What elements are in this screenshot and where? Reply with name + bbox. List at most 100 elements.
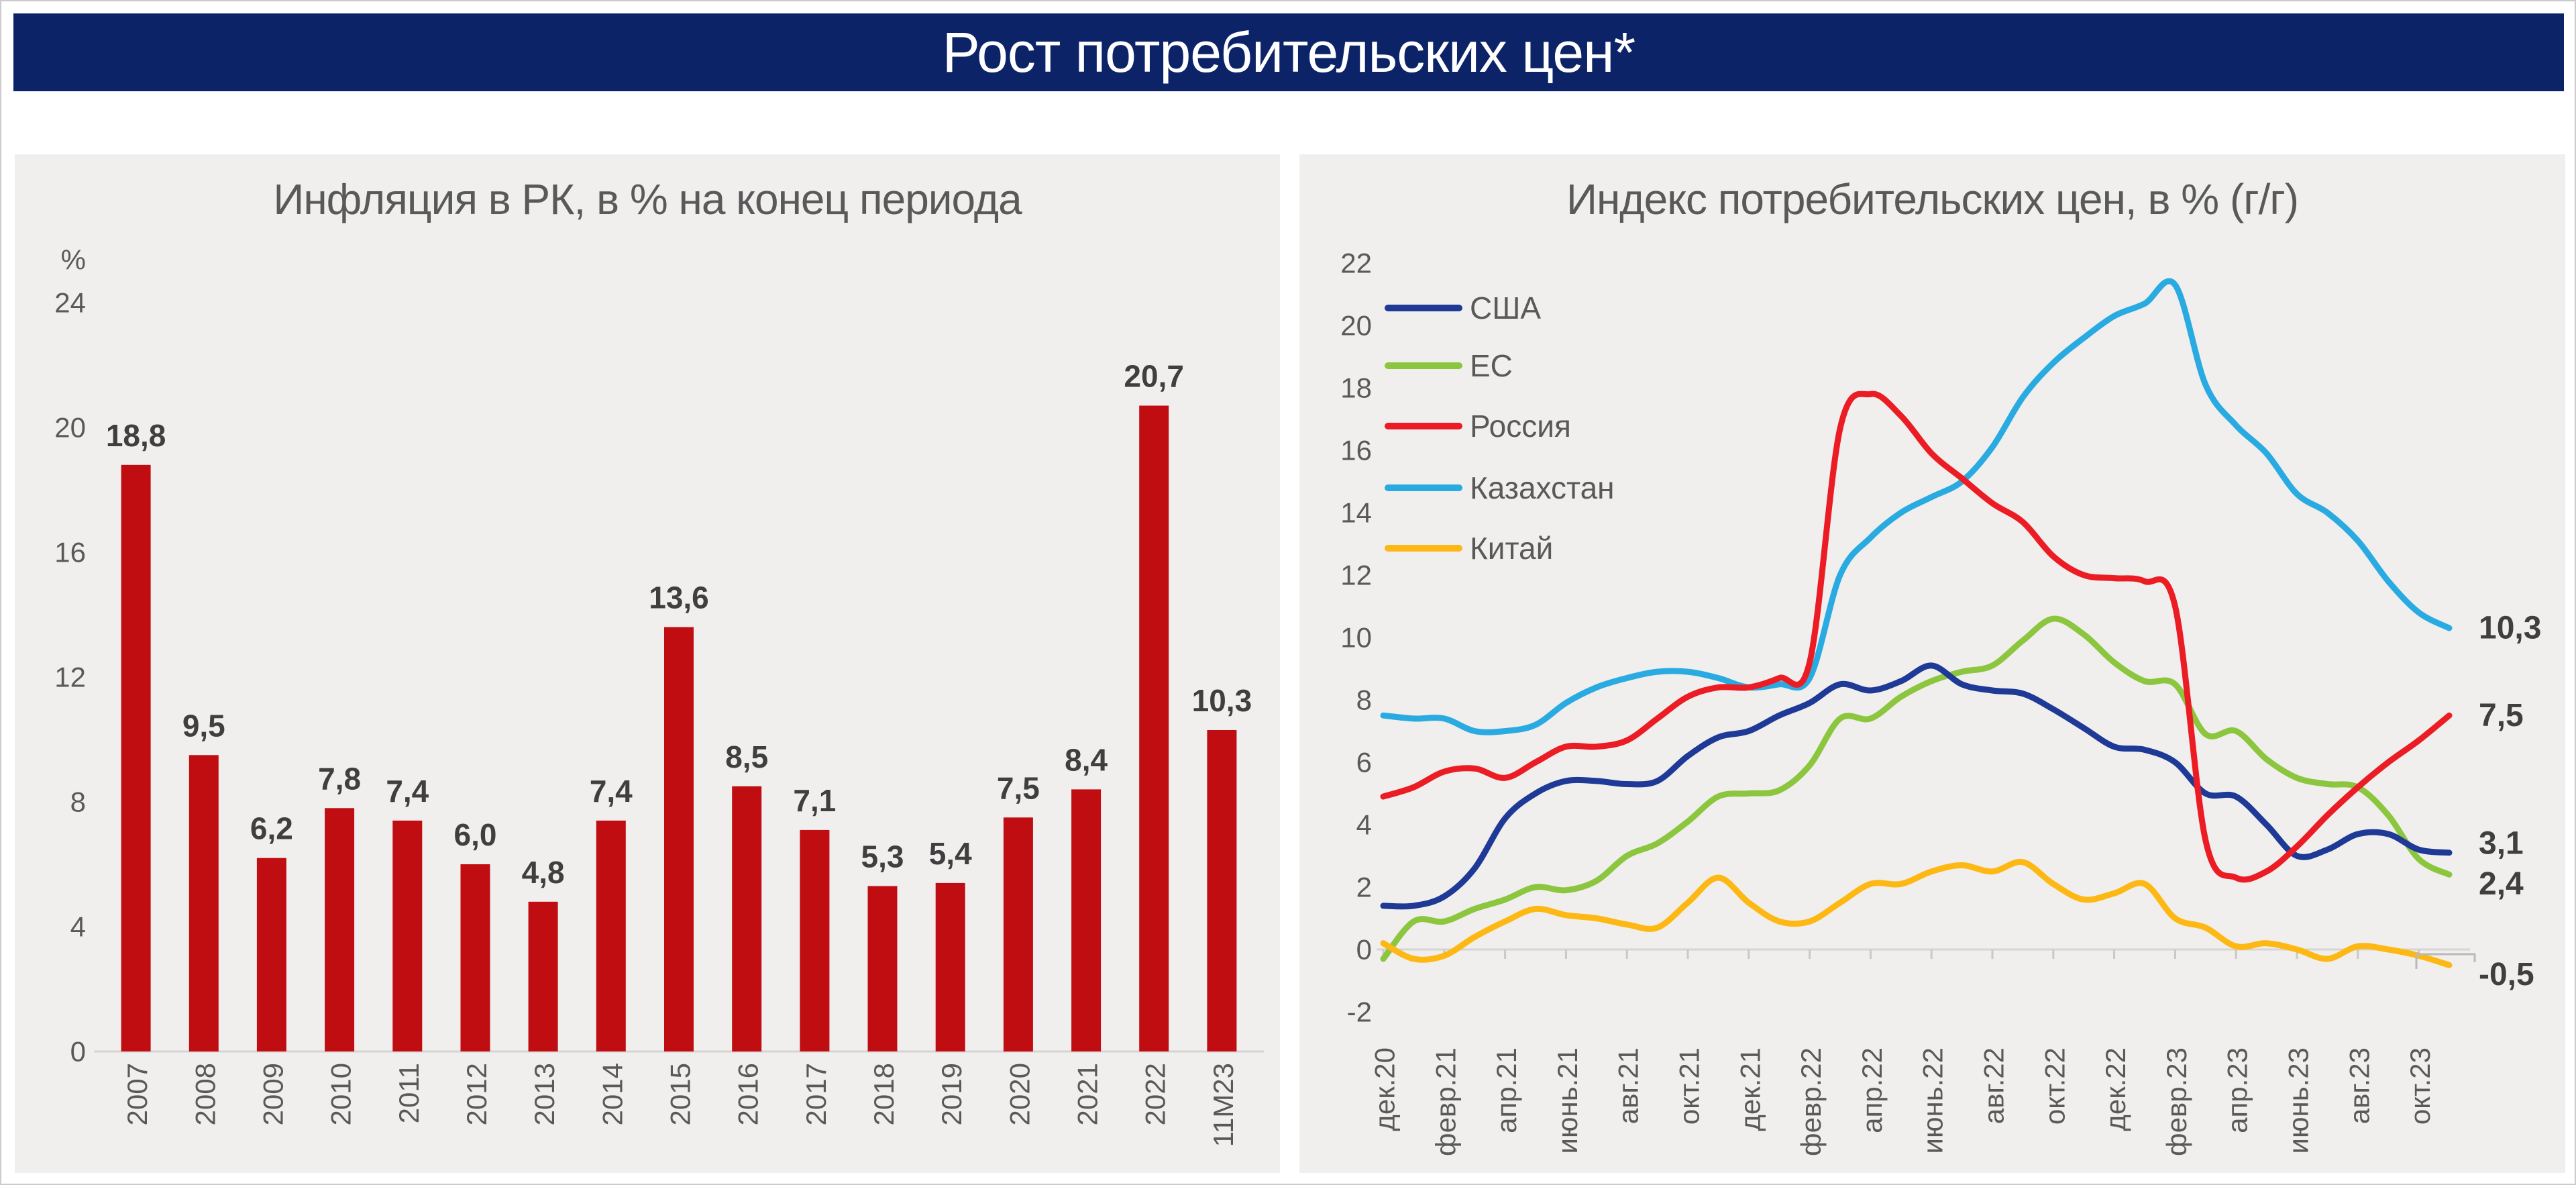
- bar-y-tick-label: 24: [54, 287, 86, 319]
- line-x-tick-label: июнь.21: [1552, 1047, 1583, 1153]
- legend-label-usa: США: [1470, 291, 1541, 325]
- bar-value-label: 7,4: [590, 774, 633, 809]
- line-x-tick-label: апр.21: [1491, 1047, 1522, 1133]
- bar-x-tick-label: 2015: [665, 1063, 696, 1125]
- end-label-usa: 3,1: [2479, 825, 2524, 861]
- bar-value-label: 8,5: [725, 739, 768, 774]
- bar-11М23: [1207, 730, 1237, 1051]
- bar-value-label: 6,0: [454, 817, 497, 852]
- bar-value-label: 6,2: [250, 811, 293, 846]
- line-x-tick-label: февр.23: [2161, 1047, 2192, 1156]
- bar-2021: [1071, 789, 1102, 1051]
- bar-2014: [596, 820, 626, 1051]
- line-x-tick-label: февр.21: [1430, 1047, 1461, 1156]
- bar-value-label: 5,4: [929, 836, 972, 871]
- line-x-tick-label: июнь.22: [1917, 1047, 1949, 1153]
- bar-value-label: 4,8: [522, 855, 565, 890]
- bar-2019: [935, 882, 965, 1051]
- line-x-tick-label: дек.22: [2100, 1047, 2131, 1131]
- bar-x-tick-label: 2017: [800, 1063, 832, 1125]
- bar-2020: [1003, 817, 1033, 1052]
- line-y-tick-label: 4: [1356, 809, 1372, 841]
- bar-2018: [867, 886, 898, 1051]
- line-x-tick-label: июнь.23: [2283, 1047, 2314, 1153]
- bar-value-label: 20,7: [1124, 359, 1184, 394]
- bar-x-tick-label: 2013: [529, 1063, 560, 1125]
- line-russia: [1380, 391, 2453, 883]
- bar-2017: [800, 829, 830, 1051]
- bar-2016: [732, 786, 762, 1052]
- bar-value-label: 18,8: [106, 418, 166, 453]
- line-x-tick-label: окт.23: [2404, 1047, 2436, 1125]
- bar-x-tick-label: 2019: [936, 1063, 967, 1125]
- line-y-tick-label: 0: [1356, 934, 1372, 966]
- bar-value-label: 7,4: [386, 774, 429, 809]
- bar-y-tick-label: 12: [54, 662, 86, 693]
- bar-chart: 24201612840%18,820079,520086,220097,8201…: [54, 244, 1264, 1147]
- end-label-kazakhstan: 10,3: [2479, 611, 2541, 646]
- line-y-tick-label: 8: [1356, 684, 1372, 716]
- bar-x-tick-label: 2008: [189, 1063, 221, 1125]
- line-y-tick-label: 18: [1340, 372, 1372, 404]
- bar-y-tick-label: 8: [70, 786, 86, 818]
- left-chart-panel: Инфляция в РК, в % на конец периода 24 20…: [15, 154, 1280, 1173]
- bar-2009: [256, 858, 286, 1051]
- legend-label-russia: Россия: [1470, 409, 1571, 444]
- end-label-china: -0,5: [2479, 957, 2534, 992]
- end-label-eu: 2,4: [2479, 866, 2524, 902]
- bar-x-tick-label: 2009: [257, 1063, 288, 1125]
- line-y-tick-label: 6: [1356, 747, 1372, 778]
- line-chart-title: Индекс потребительских цен, в % (г/г): [1566, 175, 2299, 223]
- bar-y-tick-label: 4: [70, 911, 86, 943]
- line-x-tick-label: дек.20: [1369, 1047, 1401, 1131]
- line-x-tick-label: дек.21: [1734, 1047, 1766, 1131]
- line-x-tick-label: февр.22: [1795, 1047, 1827, 1156]
- legend-label-kazakhstan: Казахстан: [1470, 470, 1615, 505]
- bar-value-label: 7,1: [793, 783, 836, 818]
- line-usa: [1380, 662, 2453, 910]
- end-label-russia: 7,5: [2479, 698, 2524, 733]
- line-x-tick-label: авг.21: [1613, 1047, 1644, 1124]
- legend-label-china: Китай: [1470, 531, 1553, 566]
- line-y-tick-label: 10: [1340, 622, 1372, 654]
- bar-x-tick-label: 2018: [868, 1063, 900, 1125]
- bar-x-tick-label: 2011: [393, 1063, 425, 1123]
- line-y-tick-label: 2: [1356, 872, 1372, 903]
- bar-x-tick-label: 2007: [121, 1063, 153, 1125]
- bar-value-label: 10,3: [1192, 683, 1252, 718]
- line-y-tick-label: 20: [1340, 310, 1372, 342]
- line-x-tick-label: авг.23: [2343, 1047, 2375, 1124]
- bar-x-tick-label: 2010: [325, 1063, 357, 1125]
- bar-value-label: 13,6: [649, 580, 709, 615]
- line-y-tick-label: 14: [1340, 497, 1372, 529]
- bar-2008: [189, 755, 219, 1052]
- page-title: Рост потребительских цен*: [942, 20, 1635, 84]
- bar-chart-title: Инфляция в РК, в % на конец периода: [273, 175, 1022, 223]
- header-bar: Рост потребительских цен*: [13, 13, 2564, 91]
- bar-value-label: 7,5: [997, 770, 1040, 805]
- bar-y-axis-unit-label: %: [61, 244, 86, 276]
- line-kazakhstan: [1380, 278, 2453, 735]
- line-x-tick-label: окт.22: [2039, 1047, 2070, 1125]
- bar-2007: [121, 464, 151, 1051]
- line-x-tick-label: апр.23: [2222, 1047, 2253, 1133]
- line-x-tick-label: окт.21: [1674, 1047, 1705, 1125]
- bar-2013: [528, 901, 558, 1051]
- line-x-tick-label: апр.22: [1856, 1047, 1888, 1133]
- line-eu: [1380, 615, 2453, 962]
- bar-x-tick-label: 2012: [461, 1063, 492, 1125]
- bar-value-label: 8,4: [1065, 742, 1108, 777]
- line-y-tick-label: -2: [1347, 996, 1372, 1028]
- bar-x-tick-label: 2020: [1004, 1063, 1035, 1125]
- line-y-tick-label: 12: [1340, 560, 1372, 591]
- bar-y-tick-label: 20: [54, 412, 86, 444]
- end-label-bracket: [2415, 953, 2476, 969]
- bar-2011: [392, 820, 423, 1051]
- bar-2010: [325, 808, 355, 1051]
- bar-2022: [1139, 405, 1169, 1051]
- bar-value-label: 7,8: [318, 761, 361, 796]
- bar-x-tick-label: 2014: [596, 1063, 628, 1125]
- bar-value-label: 9,5: [182, 708, 225, 743]
